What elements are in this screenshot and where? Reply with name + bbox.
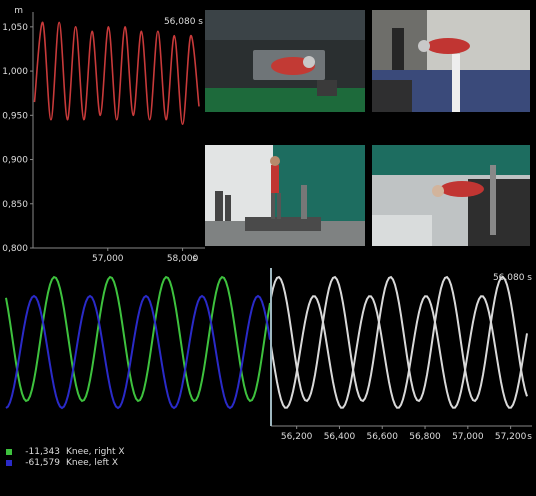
x-unit-label: s bbox=[527, 432, 532, 442]
series-line-left-knee-future bbox=[270, 295, 528, 409]
bottom-plot[interactable]: 56,200 56,400 56,600 56,800 57,000 57,200 s 56,… bbox=[0, 262, 536, 446]
legend-item-right-knee[interactable]: -11,343 Knee, right X bbox=[6, 447, 125, 457]
legend-item-left-knee[interactable]: -61,579 Knee, left X bbox=[6, 458, 118, 468]
legend-swatch-right bbox=[6, 449, 12, 455]
x-tick-label: 57,200 bbox=[495, 432, 527, 442]
overhead-camera-image bbox=[205, 10, 365, 112]
rear-camera-image bbox=[372, 10, 530, 112]
video-ceiling[interactable] bbox=[372, 145, 530, 246]
y-tick-label: 1,000 bbox=[2, 67, 28, 77]
time-label: 56,080 s bbox=[164, 17, 203, 27]
legend-label-right: Knee, right X bbox=[66, 447, 125, 457]
y-tick-label: 0,950 bbox=[2, 111, 28, 121]
x-tick-label: 57,000 bbox=[92, 254, 124, 264]
bottom-plot-svg: 56,200 56,400 56,600 56,800 57,000 57,200 s 56,… bbox=[5, 268, 532, 442]
x-tick-label: 57,000 bbox=[452, 432, 484, 442]
x-tick-label: 56,200 bbox=[281, 432, 313, 442]
y-tick-label: 0,850 bbox=[2, 200, 28, 210]
legend-label-left: Knee, left X bbox=[66, 458, 119, 468]
y-tick-label: 0,900 bbox=[2, 156, 28, 166]
x-tick-label: 56,600 bbox=[366, 432, 398, 442]
x-tick-label: 56,400 bbox=[324, 432, 356, 442]
legend-value-left: -61,579 bbox=[25, 458, 60, 468]
y-tick-label: 1,050 bbox=[2, 23, 28, 33]
y-unit-label: m bbox=[14, 6, 23, 16]
time-label: 56,080 s bbox=[493, 273, 532, 283]
top-plot[interactable]: 1,050 1,000 0,950 0,900 0,850 0,800 m 56,080 s 5… bbox=[0, 0, 205, 268]
legend-value-right: -11,343 bbox=[25, 447, 60, 457]
top-plot-svg: 1,050 1,000 0,950 0,900 0,850 0,800 m 56,080 s 5… bbox=[2, 6, 205, 264]
series-line-right-knee-future bbox=[270, 275, 528, 403]
ceiling-camera-image bbox=[372, 145, 530, 246]
series-line-top bbox=[33, 21, 200, 125]
video-overhead[interactable] bbox=[205, 10, 365, 112]
series-line-left-knee bbox=[5, 294, 271, 410]
y-tick-label: 0,800 bbox=[2, 244, 28, 254]
video-rear[interactable] bbox=[372, 10, 530, 112]
legend-swatch-left bbox=[6, 460, 12, 466]
side-camera-image bbox=[205, 145, 365, 246]
x-tick-label: 56,800 bbox=[409, 432, 441, 442]
x-unit-label: s bbox=[192, 254, 197, 264]
series-line-right-knee bbox=[5, 275, 271, 403]
video-side[interactable] bbox=[205, 145, 365, 246]
x-tick-label: 58,000 bbox=[167, 254, 199, 264]
